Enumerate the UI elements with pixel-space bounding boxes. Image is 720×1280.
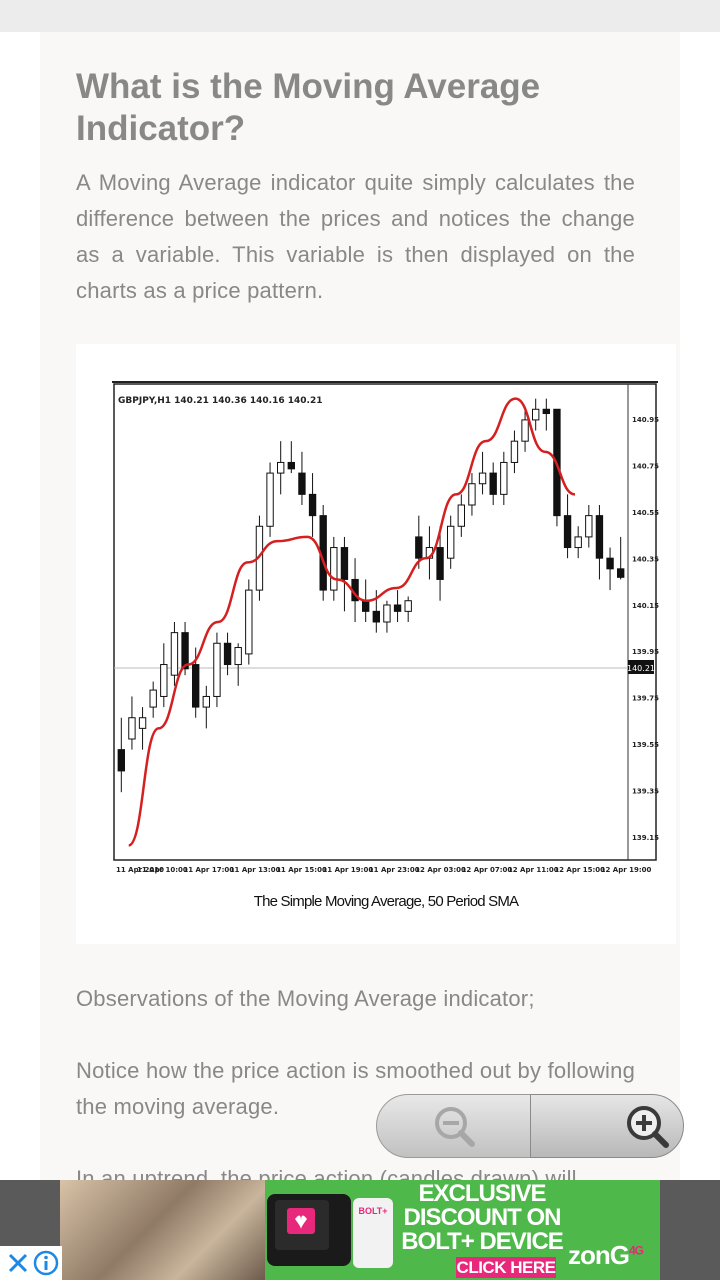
y-tick-label: 139.35 xyxy=(632,788,659,796)
y-tick-label: 140.95 xyxy=(632,416,659,424)
candle-body xyxy=(234,647,242,666)
x-tick-label: 11 Apr 2010 xyxy=(116,866,164,874)
candle-body xyxy=(415,536,423,559)
status-bar xyxy=(0,0,720,32)
candle-body xyxy=(510,440,519,463)
zoom-in-button[interactable] xyxy=(530,1094,684,1158)
candle-body xyxy=(138,717,147,729)
bolt-device-image: BOLT+ xyxy=(267,1194,393,1268)
candle-body xyxy=(213,642,221,697)
candle-body xyxy=(393,604,402,612)
zoom-in-icon xyxy=(627,1106,669,1148)
ad-choices xyxy=(0,1246,62,1280)
chart-header-text: GBPJPY,H1 140.21 140.36 140.16 140.21 xyxy=(118,396,322,406)
candle-body xyxy=(202,695,210,708)
candle-body xyxy=(277,461,285,474)
candle-body xyxy=(340,547,349,580)
x-tick-label: 12 Apr 19:00 xyxy=(601,866,652,874)
candle-body xyxy=(606,557,614,570)
candle-body xyxy=(489,472,497,495)
y-ticks-group: 140.95 140.75 140.55 140.35 140.15 139.95 139.… xyxy=(632,416,659,842)
candle-body xyxy=(574,536,582,549)
candle-body xyxy=(117,749,125,772)
candle-body xyxy=(532,408,540,421)
chart-figure: GBPJPY,H1 140.21 140.36 140.16 140.21 14… xyxy=(76,344,676,944)
x-tick-label: 11 Apr 10:00 xyxy=(137,866,188,874)
current-price-badge xyxy=(628,660,654,674)
x-tick-label: 11 Apr 19:00 xyxy=(322,866,373,874)
candle-body xyxy=(500,461,508,495)
y-tick-label: 139.75 xyxy=(632,695,659,703)
candle-body xyxy=(585,515,593,538)
candle-body xyxy=(149,689,157,708)
candle-body xyxy=(287,461,295,470)
x-tick-label: 11 Apr 13:00 xyxy=(230,866,281,874)
y-tick-label: 140.15 xyxy=(632,602,659,610)
y-tick-label: 140.75 xyxy=(632,462,659,470)
svg-text:BOLT+: BOLT+ xyxy=(358,1206,387,1216)
ad-photo xyxy=(60,1180,265,1280)
ad-click-here-button[interactable]: CLICK HERE xyxy=(456,1257,556,1278)
candle-body xyxy=(170,632,179,676)
ad-headline: EXCLUSIVE DISCOUNT ON BOLT+ DEVICE xyxy=(401,1180,564,1255)
article-paragraph-notice: Notice how the price action is smoothed … xyxy=(76,1058,635,1119)
candle-body xyxy=(563,515,572,549)
zoom-controls xyxy=(376,1094,684,1160)
y-tick-label: 140.35 xyxy=(632,555,659,563)
candle-body xyxy=(192,664,200,708)
y-tick-label: 140.55 xyxy=(632,509,659,517)
zoom-out-icon xyxy=(434,1107,475,1147)
x-tick-label: 12 Apr 03:00 xyxy=(415,866,466,874)
candle-body xyxy=(160,664,168,697)
candlestick-chart: GBPJPY,H1 140.21 140.36 140.16 140.21 14… xyxy=(112,381,659,910)
x-tick-label: 12 Apr 11:00 xyxy=(508,866,559,874)
ad-container[interactable]: BOLT+ EXCLUSIVE DISCOUNT ON BOLT+ DEVICE… xyxy=(0,1180,720,1280)
candle-body xyxy=(468,483,476,506)
x-tick-label: 12 Apr 15:00 xyxy=(554,866,605,874)
candle-body xyxy=(542,408,550,415)
article-paragraph-observations: Observations of the Moving Average indic… xyxy=(76,986,535,1011)
candle-body xyxy=(404,600,412,612)
candle-body xyxy=(181,632,189,670)
candle-body xyxy=(617,568,625,578)
article-paragraph-uptrend: In an uptrend, the price action (candles… xyxy=(76,1166,577,1183)
close-icon[interactable] xyxy=(2,1246,32,1280)
article-paragraph-intro: A Moving Average indicator quite simply … xyxy=(76,170,635,303)
candle-body xyxy=(128,717,136,740)
candle-body xyxy=(457,504,465,527)
candle-body xyxy=(372,610,380,623)
candle-body xyxy=(521,419,529,442)
candle-body xyxy=(266,472,274,527)
current-price-label: 140.21 xyxy=(627,664,655,673)
info-icon[interactable] xyxy=(31,1246,61,1280)
article-title: What is the Moving Average Indicator? xyxy=(76,67,541,148)
candle-body xyxy=(383,604,391,623)
candle-body xyxy=(447,525,455,559)
y-tick-label: 139.55 xyxy=(632,741,659,749)
candle-body xyxy=(298,472,306,495)
x-tick-label: 11 Apr 17:00 xyxy=(183,866,234,874)
x-tick-label: 12 Apr 07:00 xyxy=(462,866,513,874)
candle-body xyxy=(308,493,317,517)
ad-banner[interactable]: BOLT+ EXCLUSIVE DISCOUNT ON BOLT+ DEVICE… xyxy=(60,1180,660,1280)
y-tick-label: 139.15 xyxy=(632,834,659,842)
candle-body xyxy=(436,547,444,580)
candle-body xyxy=(330,547,338,591)
x-tick-label: 11 Apr 23:00 xyxy=(369,866,420,874)
x-tick-label: 11 Apr 15:00 xyxy=(276,866,327,874)
candle-body xyxy=(245,589,253,655)
zoom-out-button[interactable] xyxy=(376,1094,531,1158)
candle-body xyxy=(478,472,487,485)
y-tick-label: 139.95 xyxy=(632,648,659,656)
ad-brand-logo: zonG4G xyxy=(568,1240,644,1270)
chart-caption: The Simple Moving Average, 50 Period SMA xyxy=(254,893,519,910)
candle-body xyxy=(362,600,370,612)
candle-body xyxy=(595,515,604,559)
sma-line xyxy=(128,397,576,847)
candle-body xyxy=(223,642,232,666)
